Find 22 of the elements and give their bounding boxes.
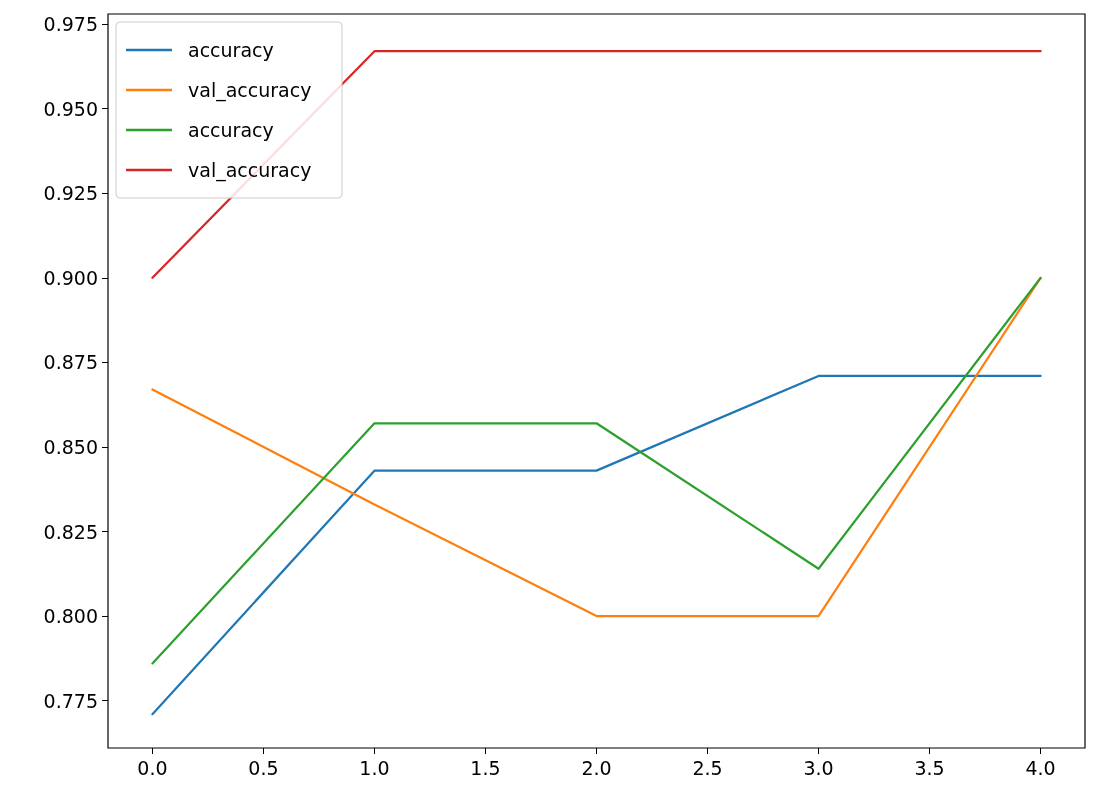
legend-label: accuracy [188,39,274,61]
y-tick-label: 0.975 [43,13,98,36]
x-tick-label: 1.0 [359,756,390,779]
legend-label: val_accuracy [188,159,312,182]
x-tick-label: 0.0 [137,756,168,779]
y-tick-label: 0.775 [43,689,98,712]
x-tick-label: 2.0 [581,756,612,779]
x-tick-label: 4.0 [1025,756,1056,779]
x-tick-label: 3.0 [803,756,834,779]
legend-label: val_accuracy [188,79,312,102]
y-tick-label: 0.950 [43,97,98,120]
x-tick-label: 0.5 [248,756,279,779]
x-tick-label: 1.5 [470,756,501,779]
y-tick-label: 0.875 [43,351,98,374]
y-tick-label: 0.850 [43,435,98,458]
y-tick-label: 0.825 [43,520,98,543]
x-tick-label: 2.5 [692,756,723,779]
y-tick-label: 0.900 [43,266,98,289]
legend-label: accuracy [188,119,274,141]
y-tick-label: 0.800 [43,605,98,628]
x-tick-label: 3.5 [914,756,945,779]
y-tick-label: 0.925 [43,182,98,205]
